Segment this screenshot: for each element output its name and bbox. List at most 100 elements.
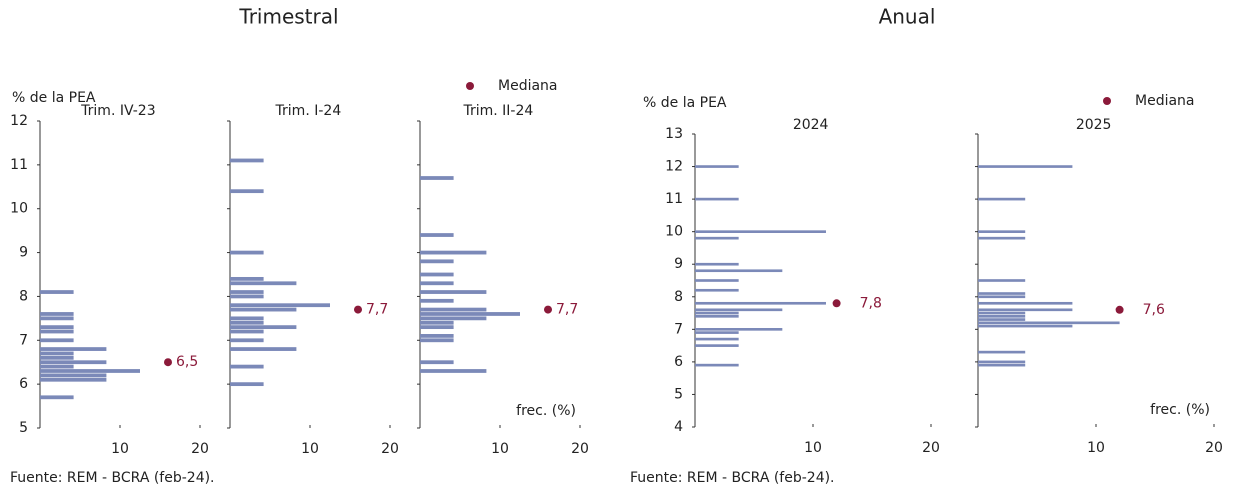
median-marker (354, 305, 362, 314)
median-marker (832, 299, 841, 308)
x-tick-label: 10 (491, 441, 509, 457)
bar (40, 338, 74, 343)
median-label: 7,7 (366, 302, 388, 318)
bar (978, 314, 1026, 318)
x-tick-label: 20 (571, 441, 589, 457)
bar (420, 298, 454, 303)
y-tick-label: 6 (19, 376, 28, 392)
bar (40, 369, 140, 373)
bar (40, 347, 107, 351)
bar (978, 311, 1026, 315)
bar (230, 158, 264, 163)
bar (420, 250, 487, 255)
bar (695, 331, 739, 334)
x-tick-label: 20 (191, 441, 209, 457)
bar (978, 321, 1120, 325)
bar (695, 262, 739, 266)
bar (420, 316, 487, 321)
median-label: 6,5 (176, 354, 198, 370)
bar (695, 197, 739, 201)
bar (978, 236, 1026, 240)
x-axis-label: frec. (%) (1150, 402, 1210, 418)
bar (695, 288, 739, 292)
bar (420, 360, 454, 365)
legend-marker (1103, 97, 1111, 105)
bar (978, 197, 1026, 201)
bar (230, 276, 264, 281)
bar (230, 316, 264, 321)
y-tick-label: 7 (19, 332, 28, 348)
bar (40, 355, 74, 360)
bar (695, 279, 739, 282)
legend-label: Mediana (498, 78, 558, 94)
panel-title: Trim. I-24 (275, 103, 342, 119)
source: Fuente: REM - BCRA (feb-24). (630, 470, 835, 486)
bar (40, 325, 74, 330)
bar (40, 377, 107, 382)
bar (230, 329, 264, 334)
bar (978, 318, 1026, 321)
bar (695, 314, 739, 318)
bar (978, 360, 1026, 364)
y-tick-label: 4 (674, 419, 683, 435)
bar (695, 269, 783, 273)
bar (695, 165, 739, 168)
bar (420, 272, 454, 277)
bar (978, 279, 1026, 282)
source: Fuente: REM - BCRA (feb-24). (10, 470, 215, 486)
bar (230, 325, 297, 330)
y-tick-label: 12 (665, 159, 683, 175)
bar (420, 281, 454, 286)
bar (420, 325, 454, 330)
bar (695, 344, 739, 347)
y-tick-label: 5 (674, 386, 683, 402)
bar (978, 165, 1073, 168)
bar (695, 308, 783, 312)
x-tick-label: 10 (111, 441, 129, 457)
bar (40, 360, 107, 365)
y-tick-label: 8 (674, 289, 683, 305)
y-axis-label: % de la PEA (643, 95, 727, 111)
y-tick-label: 10 (665, 224, 683, 240)
bar (420, 259, 454, 264)
bar (40, 290, 74, 294)
panel-title: Trim. IV-23 (80, 103, 155, 119)
bar (420, 290, 487, 294)
bar (695, 363, 739, 367)
y-tick-label: 11 (10, 157, 28, 173)
x-tick-label: 20 (922, 440, 940, 456)
bar (230, 364, 264, 369)
y-axis-label: % de la PEA (12, 90, 96, 106)
bar (420, 320, 454, 325)
bar (695, 311, 739, 315)
bar (695, 301, 826, 305)
median-marker (164, 358, 172, 367)
bar (420, 334, 454, 338)
bar (230, 303, 330, 308)
median-marker (544, 305, 552, 314)
bar (978, 292, 1026, 295)
y-tick-label: 9 (19, 245, 28, 261)
y-tick-label: 13 (665, 126, 683, 142)
bar (40, 351, 74, 356)
bar (230, 290, 264, 294)
bar (420, 307, 487, 312)
bar (978, 230, 1026, 233)
bar (230, 338, 264, 343)
y-tick-label: 11 (665, 191, 683, 207)
bar (695, 236, 739, 240)
x-tick-label: 20 (381, 441, 399, 457)
bar (695, 230, 826, 233)
y-tick-label: 7 (674, 321, 683, 337)
bar (230, 250, 264, 255)
panel-title: 2025 (1076, 117, 1112, 133)
bar (978, 324, 1073, 328)
bar (420, 176, 454, 180)
bar (40, 364, 74, 369)
bar (695, 337, 739, 341)
bar (40, 312, 74, 316)
bar (230, 347, 297, 351)
bar (230, 281, 297, 286)
bar (420, 233, 454, 237)
bar (420, 369, 487, 373)
